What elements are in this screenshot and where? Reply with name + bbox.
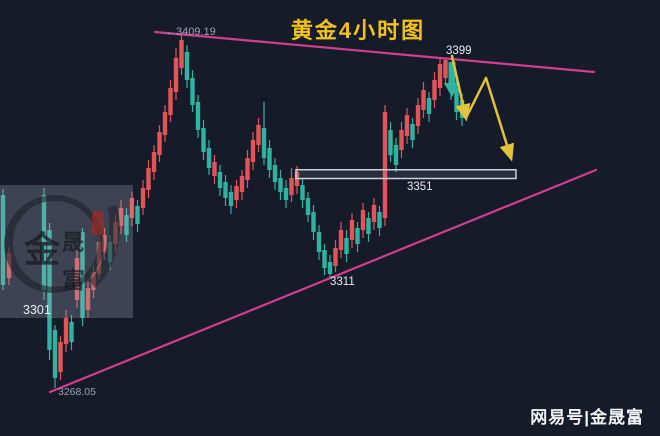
candle-body <box>410 124 415 140</box>
candle-body <box>261 128 267 158</box>
candle-body <box>333 248 338 266</box>
candle-body <box>245 158 250 180</box>
candle-body <box>388 130 393 155</box>
resistance-zone-box <box>295 169 517 180</box>
projection-segment <box>484 76 515 162</box>
candlestick-series <box>0 33 465 388</box>
candle-body <box>223 182 228 198</box>
upper-descending-trendline <box>153 30 596 74</box>
candle-body <box>107 242 113 262</box>
candle-body <box>52 330 58 378</box>
candle-body <box>377 212 382 228</box>
candle-body <box>41 195 47 290</box>
candle-body <box>195 102 201 130</box>
candle-body <box>140 188 146 208</box>
candle-body <box>349 220 355 240</box>
watermark-seal: 金 晟 富 <box>0 183 133 318</box>
candle-body <box>344 238 349 254</box>
candle-body <box>212 162 217 176</box>
candle-body <box>6 253 12 278</box>
candle-body <box>239 176 245 192</box>
candle-body <box>190 78 195 105</box>
candle-body <box>228 192 234 206</box>
candle-body <box>63 318 69 344</box>
candle-body <box>267 148 272 170</box>
candle-body <box>74 258 80 300</box>
candle-body <box>217 172 223 188</box>
candle-body <box>366 218 371 234</box>
candle-body <box>256 125 261 145</box>
seal-char-main: 金 <box>24 229 61 270</box>
candle-body <box>272 165 278 182</box>
seal-char-top: 晟 <box>62 230 85 255</box>
candle-body <box>371 205 377 222</box>
candle-body <box>300 185 305 200</box>
zone-rect <box>295 169 517 180</box>
candle-body <box>91 272 96 290</box>
candle-body <box>80 232 85 318</box>
candle-body <box>355 228 360 244</box>
candle-body <box>179 40 184 68</box>
reversal-down-arrow <box>444 62 460 97</box>
candle-body <box>404 115 410 136</box>
candle-body <box>316 232 322 252</box>
candle-body <box>146 168 151 190</box>
candle-body <box>415 105 421 126</box>
candle-body <box>69 322 74 342</box>
platform-watermark: 网易号|金晟富 <box>530 408 644 427</box>
chart-title: 黄金4小时图 <box>290 18 426 43</box>
candle-body <box>443 60 448 78</box>
projection-segment <box>450 54 471 122</box>
candle-body <box>58 342 63 372</box>
candle-body <box>278 178 283 192</box>
candle-body <box>360 210 366 230</box>
candle-body <box>184 52 190 80</box>
candle-body <box>432 80 437 100</box>
candle-body <box>283 188 289 200</box>
candle-body <box>168 88 173 115</box>
projection-segment <box>464 76 488 120</box>
candle-body <box>234 186 239 200</box>
candle-body <box>327 262 333 274</box>
candle-body <box>393 145 399 165</box>
projection-zigzag-arrow <box>450 54 515 162</box>
candle-body <box>129 198 135 218</box>
candle-body <box>47 230 52 350</box>
candle-body <box>421 90 426 110</box>
trendlines <box>48 30 598 394</box>
candle-body <box>322 250 327 268</box>
candle-body <box>102 235 107 252</box>
candle-body <box>289 178 294 195</box>
candle-body <box>151 152 157 172</box>
seal-char-bottom: 富 <box>62 267 85 293</box>
candle-body <box>157 132 162 155</box>
candle-body <box>437 64 443 88</box>
candle-body <box>173 58 179 92</box>
candle-body <box>135 206 140 224</box>
down-arrow-icon <box>444 62 460 97</box>
candle-body <box>96 242 102 274</box>
candle-body <box>305 198 311 215</box>
candle-body <box>399 130 404 150</box>
seal-red-stamp-icon <box>92 211 104 235</box>
candle-body <box>0 195 6 285</box>
candle-body <box>201 128 206 152</box>
candle-body <box>338 230 344 250</box>
candle-body <box>311 212 316 232</box>
candle-body <box>162 112 168 135</box>
candle-body <box>118 208 124 226</box>
candle-body <box>85 288 91 310</box>
lower-ascending-trendline <box>48 168 598 394</box>
candle-body <box>113 222 118 244</box>
candle-body <box>124 215 129 235</box>
candle-body <box>426 98 432 114</box>
candle-body <box>382 112 388 218</box>
candle-body <box>206 148 212 168</box>
candle-body <box>250 140 256 162</box>
candle-body <box>454 88 459 112</box>
